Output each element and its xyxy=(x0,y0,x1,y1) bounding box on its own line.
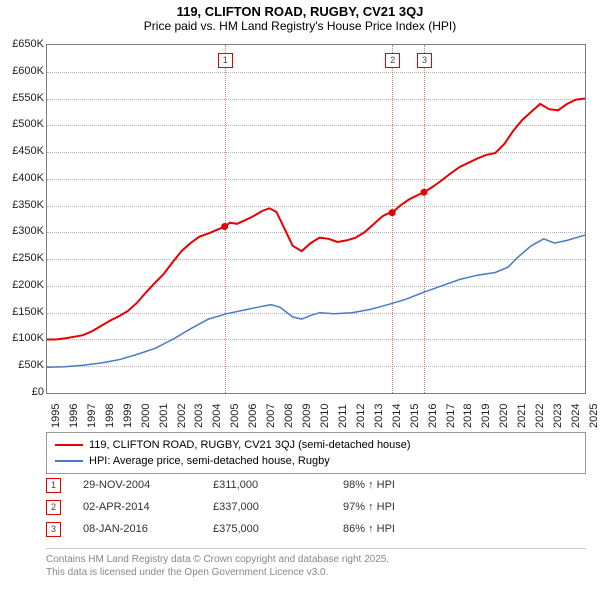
x-tick-label: 1995 xyxy=(50,404,62,428)
legend-label: HPI: Average price, semi-detached house,… xyxy=(89,455,330,467)
attribution-line1: Contains HM Land Registry data © Crown c… xyxy=(46,553,586,566)
x-tick-label: 2008 xyxy=(283,404,295,428)
sale-point xyxy=(421,189,428,196)
sale-row-marker: 1 xyxy=(46,478,61,493)
legend-row: HPI: Average price, semi-detached house,… xyxy=(55,453,577,469)
x-tick-label: 2003 xyxy=(193,404,205,428)
y-tick-label: £0 xyxy=(2,386,44,398)
chart-container: 119, CLIFTON ROAD, RUGBY, CV21 3QJ Price… xyxy=(0,0,600,590)
y-tick-label: £650K xyxy=(2,38,44,50)
x-tick-label: 2015 xyxy=(409,404,421,428)
series-price_paid xyxy=(47,99,585,340)
sale-marker-box: 3 xyxy=(417,53,432,68)
x-tick-label: 2025 xyxy=(588,404,600,428)
sale-marker-box: 1 xyxy=(218,53,233,68)
plot-area: 1 2 3 xyxy=(46,44,586,394)
legend-swatch xyxy=(55,444,83,446)
x-tick-label: 2016 xyxy=(427,404,439,428)
sale-row: 2 02-APR-2014£337,00097% ↑ HPI xyxy=(46,496,395,518)
legend-row: 119, CLIFTON ROAD, RUGBY, CV21 3QJ (semi… xyxy=(55,437,577,453)
x-tick-label: 2012 xyxy=(355,404,367,428)
x-tick-label: 2014 xyxy=(391,404,403,428)
y-tick-label: £400K xyxy=(2,172,44,184)
x-tick-label: 2006 xyxy=(247,404,259,428)
legend-label: 119, CLIFTON ROAD, RUGBY, CV21 3QJ (semi… xyxy=(89,439,411,451)
sale-row-marker: 2 xyxy=(46,500,61,515)
x-tick-label: 2000 xyxy=(140,404,152,428)
legend: 119, CLIFTON ROAD, RUGBY, CV21 3QJ (semi… xyxy=(46,432,586,474)
sale-pct: 97% ↑ HPI xyxy=(343,501,395,513)
chart-subtitle: Price paid vs. HM Land Registry's House … xyxy=(0,19,600,33)
y-tick-label: £350K xyxy=(2,199,44,211)
line-plot xyxy=(47,45,585,393)
sale-row: 3 08-JAN-2016£375,00086% ↑ HPI xyxy=(46,518,395,540)
sale-pct: 86% ↑ HPI xyxy=(343,523,395,535)
x-tick-label: 2017 xyxy=(445,404,457,428)
x-tick-label: 2004 xyxy=(211,404,223,428)
sale-date: 08-JAN-2016 xyxy=(83,523,213,535)
x-tick-label: 2007 xyxy=(265,404,277,428)
y-tick-label: £100K xyxy=(2,332,44,344)
sale-marker-box: 2 xyxy=(385,53,400,68)
y-tick-label: £550K xyxy=(2,92,44,104)
sale-price: £337,000 xyxy=(213,501,343,513)
x-tick-label: 2005 xyxy=(229,404,241,428)
x-tick-label: 2018 xyxy=(462,404,474,428)
x-tick-label: 2009 xyxy=(301,404,313,428)
x-tick-label: 2002 xyxy=(176,404,188,428)
x-tick-label: 1996 xyxy=(68,404,80,428)
x-tick-label: 2010 xyxy=(319,404,331,428)
y-tick-label: £200K xyxy=(2,279,44,291)
sale-date: 02-APR-2014 xyxy=(83,501,213,513)
sale-point xyxy=(389,209,396,216)
x-tick-label: 1998 xyxy=(104,404,116,428)
sale-pct: 98% ↑ HPI xyxy=(343,479,395,491)
attribution: Contains HM Land Registry data © Crown c… xyxy=(46,548,586,579)
attribution-line2: This data is licensed under the Open Gov… xyxy=(46,566,586,579)
y-tick-label: £450K xyxy=(2,145,44,157)
sale-row-marker: 3 xyxy=(46,522,61,537)
y-tick-label: £250K xyxy=(2,252,44,264)
chart-title: 119, CLIFTON ROAD, RUGBY, CV21 3QJ xyxy=(0,4,600,19)
x-tick-label: 2011 xyxy=(337,404,349,428)
sale-date: 29-NOV-2004 xyxy=(83,479,213,491)
x-tick-label: 2001 xyxy=(158,404,170,428)
x-tick-label: 2021 xyxy=(516,404,528,428)
x-tick-label: 2022 xyxy=(534,404,546,428)
sale-row: 1 29-NOV-2004£311,00098% ↑ HPI xyxy=(46,474,395,496)
x-tick-label: 1999 xyxy=(122,404,134,428)
x-tick-label: 2019 xyxy=(480,404,492,428)
x-tick-label: 1997 xyxy=(86,404,98,428)
sales-table: 1 29-NOV-2004£311,00098% ↑ HPI 2 02-APR-201… xyxy=(46,474,395,540)
x-tick-label: 2023 xyxy=(552,404,564,428)
sale-point xyxy=(221,223,228,230)
sale-price: £311,000 xyxy=(213,479,343,491)
y-tick-label: £50K xyxy=(2,359,44,371)
x-tick-label: 2024 xyxy=(570,404,582,428)
x-tick-label: 2020 xyxy=(498,404,510,428)
y-tick-label: £500K xyxy=(2,118,44,130)
sale-price: £375,000 xyxy=(213,523,343,535)
y-tick-label: £300K xyxy=(2,225,44,237)
y-tick-label: £600K xyxy=(2,65,44,77)
series-hpi xyxy=(47,235,585,367)
legend-swatch xyxy=(55,460,83,462)
x-tick-label: 2013 xyxy=(373,404,385,428)
y-tick-label: £150K xyxy=(2,306,44,318)
